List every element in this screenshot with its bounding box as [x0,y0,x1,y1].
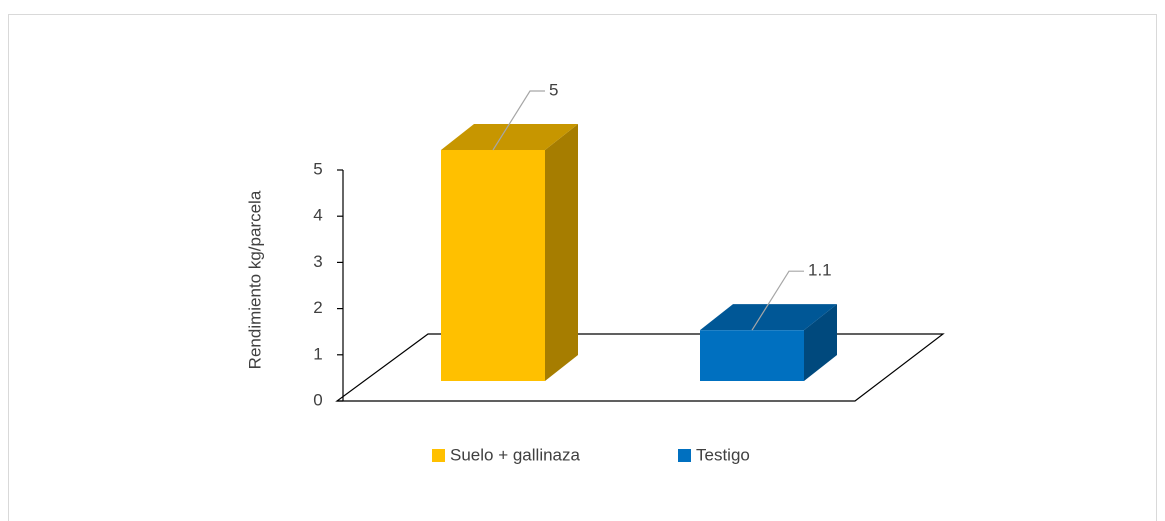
y-tick-label: 0 [313,390,322,409]
legend-label: Testigo [696,445,750,464]
label-leader [751,270,804,331]
bar-top [700,304,837,331]
label-leader [492,90,545,151]
bar-top [441,124,578,150]
bar [441,150,545,381]
bar [700,330,804,381]
y-axis-label: Rendimiento kg/parcela [245,190,264,369]
y-tick-label: 5 [313,159,322,178]
bar-side [545,124,578,381]
bar-side [804,304,837,381]
legend-label: Suelo + gallinaza [450,445,581,464]
data-label: 1.1 [808,261,832,280]
legend-swatch [678,449,691,462]
y-tick-label: 1 [313,344,322,363]
y-tick-label: 2 [313,298,322,317]
chart-border [8,14,1157,521]
floor [335,333,945,402]
y-tick-label: 4 [313,206,322,225]
y-tick-label: 3 [313,252,322,271]
data-label: 5 [549,80,558,99]
legend-swatch [432,449,445,462]
